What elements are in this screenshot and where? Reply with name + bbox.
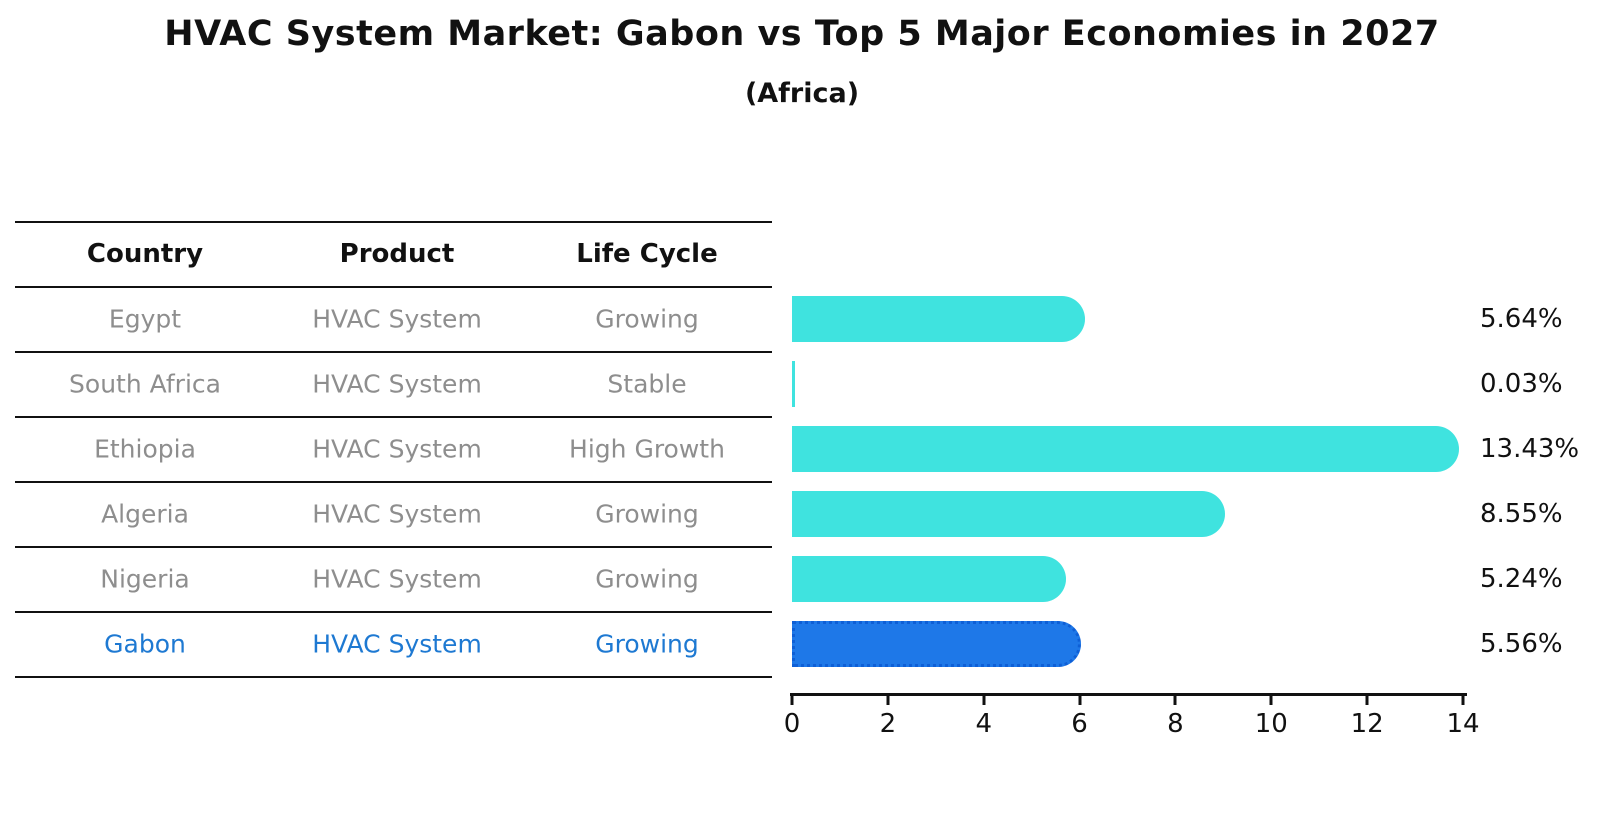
table-cell: Growing [595, 564, 699, 593]
table-rule [15, 676, 772, 678]
bar-nigeria [792, 555, 1066, 602]
bar-value-label: 13.43% [1480, 433, 1580, 464]
table-rule [15, 481, 772, 483]
bar-value-label: 8.55% [1480, 498, 1563, 529]
table-cell: Growing [595, 304, 699, 333]
table-cell: South Africa [69, 369, 221, 398]
x-axis-tick [790, 696, 794, 705]
bar-egypt [792, 295, 1085, 342]
table-cell: High Growth [569, 434, 725, 463]
x-axis-tick-label: 10 [1254, 709, 1288, 739]
chart-title: HVAC System Market: Gabon vs Top 5 Major… [164, 14, 1440, 54]
table-cell: HVAC System [312, 434, 482, 463]
table-header-country: Country [86, 238, 204, 269]
bar-ethiopia [792, 425, 1459, 472]
bar-value-label: 5.24% [1480, 563, 1563, 594]
x-axis-tick [1365, 696, 1369, 705]
table-rule [15, 286, 772, 288]
table-rule [15, 546, 772, 548]
table-cell: Growing [595, 499, 699, 528]
bar-value-label: 0.03% [1480, 368, 1563, 399]
x-axis-tick-label: 6 [1071, 709, 1088, 739]
table-cell: HVAC System [312, 369, 482, 398]
x-axis-tick-label: 2 [879, 709, 897, 739]
table-cell: HVAC System [312, 304, 482, 333]
table-cell: Nigeria [100, 564, 190, 593]
table-cell: HVAC System [312, 629, 482, 658]
table-cell: Ethiopia [94, 434, 196, 463]
x-axis-tick-label: 4 [975, 709, 992, 739]
bar-south-africa [792, 360, 795, 407]
table-cell: HVAC System [312, 499, 482, 528]
x-axis-line [790, 693, 1467, 696]
x-axis-tick-label: 12 [1350, 709, 1384, 739]
table-cell: Egypt [108, 304, 182, 333]
bar-value-label: 5.56% [1480, 628, 1563, 659]
table-header-product: Product [339, 238, 455, 269]
x-axis-tick-label: 14 [1446, 709, 1480, 739]
table-cell: Growing [595, 629, 699, 658]
bar-algeria [792, 490, 1225, 537]
x-axis-tick [1078, 696, 1082, 705]
table-rule [15, 416, 772, 418]
x-axis-tick [1461, 696, 1465, 705]
x-axis-tick [1173, 696, 1177, 705]
x-axis-tick-label: 0 [783, 709, 801, 739]
x-axis-tick-label: 8 [1167, 709, 1184, 739]
x-axis-tick [982, 696, 986, 705]
table-cell: Algeria [101, 499, 189, 528]
bar-gabon [792, 620, 1081, 667]
chart-subtitle: (Africa) [744, 78, 860, 109]
x-axis-tick [886, 696, 890, 705]
table-rule [15, 611, 772, 613]
table-rule [15, 351, 772, 353]
table-header-life-cycle: Life Cycle [576, 238, 718, 269]
x-axis-tick [1269, 696, 1273, 705]
table-cell: Stable [607, 369, 687, 398]
table-cell: HVAC System [312, 564, 482, 593]
table-cell: Gabon [104, 629, 186, 658]
table-rule [15, 221, 772, 223]
bar-value-label: 5.64% [1480, 303, 1563, 334]
